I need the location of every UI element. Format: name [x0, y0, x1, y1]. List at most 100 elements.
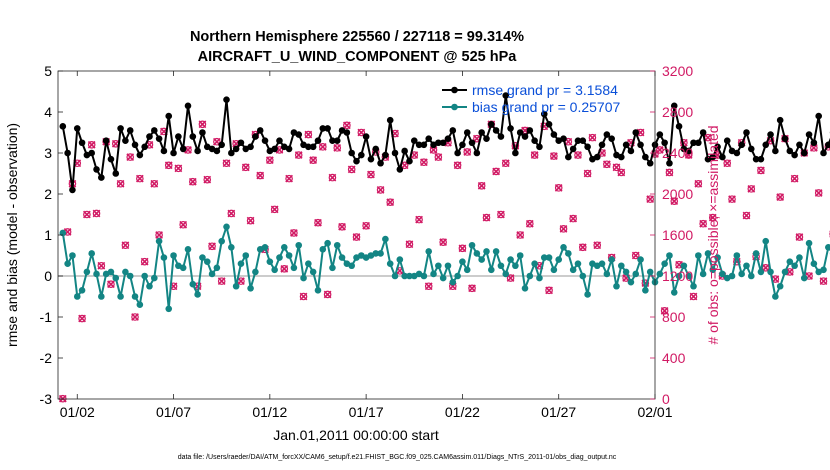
rmse-point: [646, 159, 654, 167]
rmse-point: [497, 133, 505, 140]
obs-assimilated-point: [116, 179, 125, 188]
obs-assimilated-point: [665, 168, 674, 177]
obs-assimilated-point: [347, 165, 356, 174]
rmse-point: [232, 145, 240, 153]
bias-point: [796, 254, 803, 261]
rmse-point: [690, 139, 697, 147]
obs-possible-point: [728, 195, 736, 203]
rmse-point: [540, 110, 548, 118]
rmse-point: [545, 121, 553, 128]
bias-point: [743, 262, 750, 270]
obs-possible-point: [107, 280, 115, 289]
bias-point: [280, 244, 288, 251]
rmse-point: [449, 127, 457, 134]
obs-assimilated-point: [574, 151, 582, 159]
bias-point: [165, 305, 173, 313]
rmse-point: [435, 139, 442, 147]
bias-point: [613, 282, 620, 290]
rmse-point: [199, 129, 206, 136]
bias-point: [122, 268, 129, 276]
obs-possible-point: [646, 195, 654, 203]
bias-point: [131, 293, 139, 300]
obs-possible-point: [333, 144, 342, 152]
rmse-point: [213, 147, 221, 155]
bias-point: [685, 272, 693, 280]
bias-point: [820, 266, 827, 274]
chart-title-line2: AIRCRAFT_U_WIND_COMPONENT @ 525 hPa: [198, 49, 518, 65]
obs-possible-point: [742, 211, 751, 220]
obs-assimilated-point: [83, 210, 91, 219]
rmse-point: [73, 125, 81, 132]
obs-possible-point: [323, 290, 332, 299]
bias-point: [608, 256, 615, 263]
rmse-point: [401, 147, 408, 155]
rmse-point: [810, 139, 818, 147]
rmse-point: [642, 153, 649, 161]
obs-assimilated-point: [545, 286, 553, 295]
obs-assimilated-point: [135, 174, 144, 183]
obs-possible-point: [694, 179, 703, 188]
obs-assimilated-point: [424, 282, 433, 291]
obs-possible-point: [285, 174, 293, 183]
rmse-point: [333, 137, 341, 144]
obs-possible-point: [453, 161, 462, 170]
bias-point: [314, 287, 322, 294]
rmse-point: [410, 137, 418, 144]
obs-assimilated-point: [294, 151, 303, 159]
rmse-point: [536, 143, 543, 151]
rmse-point: [329, 137, 336, 144]
obs-possible-point: [583, 169, 592, 178]
bias-point: [699, 270, 707, 278]
obs-possible-point: [83, 210, 91, 219]
bias-point: [213, 264, 221, 272]
bias-point: [670, 289, 678, 296]
obs-assimilated-point: [386, 198, 395, 207]
obs-assimilated-point: [602, 160, 611, 169]
obs-assimilated-point: [704, 133, 712, 142]
bias-point: [632, 270, 640, 278]
obs-possible-point: [603, 160, 611, 169]
bias-point: [661, 260, 668, 268]
obs-assimilated-point: [420, 158, 428, 167]
bias-point: [117, 293, 124, 300]
obs-possible-point: [530, 151, 539, 159]
bias-point: [560, 244, 567, 251]
bias-point: [646, 268, 654, 276]
obs-assimilated-point: [742, 211, 751, 220]
obs-possible-point: [97, 261, 106, 270]
rmse-point: [492, 127, 500, 134]
chart-title-line1: Northern Hemisphere 225560 / 227118 = 99…: [190, 29, 524, 45]
obs-possible-point: [554, 184, 563, 192]
obs-assimilated-point: [463, 148, 472, 156]
obs-possible-point: [814, 189, 823, 197]
obs-assimilated-point: [497, 210, 505, 219]
obs-assimilated-point: [367, 170, 375, 179]
rmse-point: [579, 137, 587, 144]
bias-point: [401, 272, 408, 280]
obs-assimilated-point: [265, 156, 274, 165]
bias-point: [767, 268, 774, 276]
bias-point: [305, 260, 312, 268]
rmse-point: [88, 149, 96, 157]
obs-assimilated-point: [516, 231, 525, 239]
obs-assimilated-point: [559, 224, 568, 233]
obs-possible-point: [463, 148, 472, 156]
obs-assimilated-point: [482, 213, 491, 222]
obs-assimilated-point: [670, 197, 679, 206]
rmse-point: [150, 127, 158, 134]
bias-point: [637, 256, 644, 263]
obs-assimilated-point: [468, 284, 476, 293]
obs-assimilated-point: [583, 169, 592, 178]
rmse-point: [666, 159, 673, 167]
rmse-point: [175, 133, 182, 140]
obs-assimilated-point: [477, 181, 486, 190]
bias-point: [805, 239, 813, 247]
rmse-point: [670, 102, 678, 110]
rmse-point: [772, 147, 779, 155]
rmse-point: [468, 139, 476, 147]
bias-point: [88, 250, 96, 257]
bias-point: [155, 237, 163, 245]
obs-assimilated-point: [617, 168, 626, 177]
rmse-point: [141, 143, 148, 151]
bias-point: [747, 272, 755, 280]
